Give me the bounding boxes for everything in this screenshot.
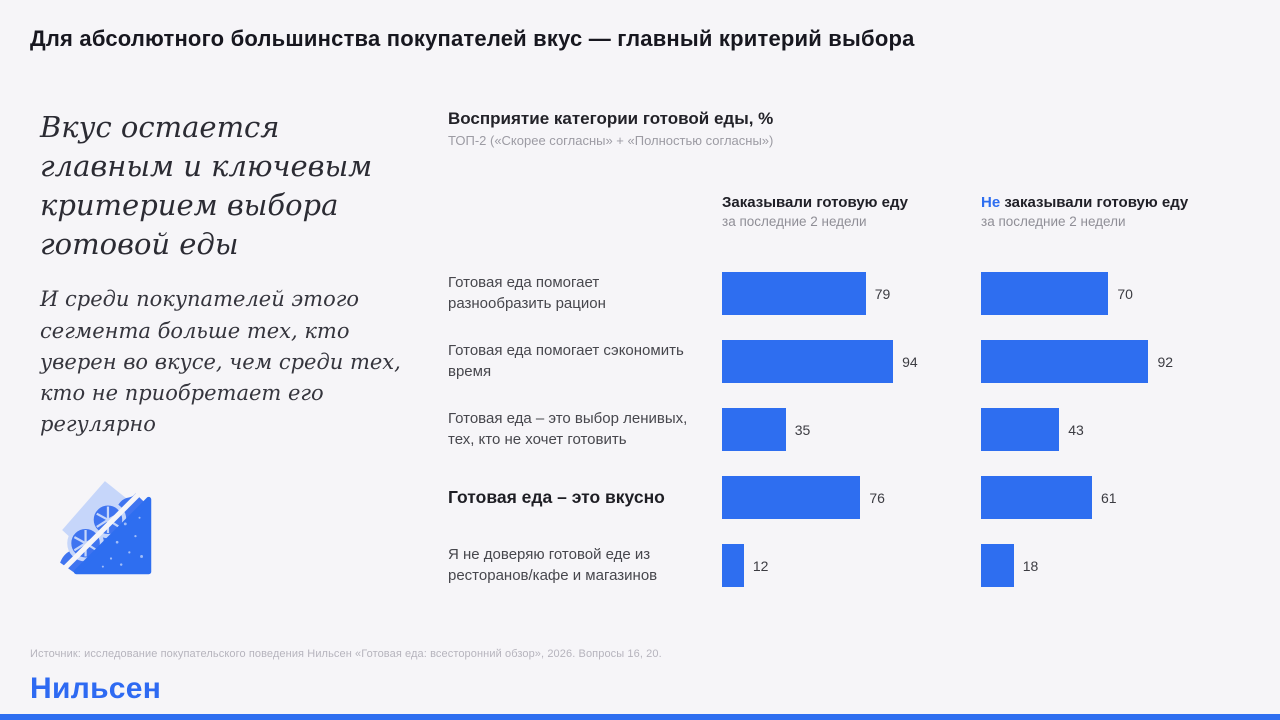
bar — [722, 272, 866, 315]
bar-value: 92 — [1157, 353, 1174, 370]
chart-subtitle: ТОП-2 («Скорее согласны» + «Полностью со… — [448, 133, 774, 148]
column-header-ordered: Заказывали готовую еду за последние 2 не… — [722, 194, 981, 247]
column-header-subtitle: за последние 2 недели — [722, 214, 867, 229]
bar-cell: 92 — [981, 340, 1250, 383]
ne-highlight: Не — [981, 194, 1001, 211]
bar-cell: 35 — [722, 408, 981, 451]
column-header-not-ordered: Не заказывали готовую еду за последние 2… — [981, 194, 1250, 247]
bar-value: 94 — [902, 353, 918, 370]
column-header-subtitle: за последние 2 недели — [981, 214, 1126, 229]
bar-chart: Заказывали готовую еду за последние 2 не… — [448, 194, 1250, 587]
sidebar-paragraph: И среди покупателей этого сегмента больш… — [40, 287, 401, 436]
page-title: Для абсолютного большинства покупателей … — [30, 26, 915, 51]
bar — [981, 544, 1014, 587]
chart-title: Восприятие категории готовой еды, % — [448, 109, 774, 128]
row-label: Я не доверяю готовой еде из ресторанов/к… — [448, 546, 658, 584]
sandwich-icon — [60, 480, 152, 575]
bar-cell: 18 — [981, 544, 1250, 587]
bar-cell: 94 — [722, 340, 981, 383]
bar — [981, 340, 1149, 383]
bar — [722, 340, 894, 383]
row-label-emphasized: Готовая еда – это вкусно — [448, 486, 665, 507]
bar-value: 35 — [794, 421, 811, 438]
bar-value: 18 — [1022, 557, 1039, 574]
bar — [722, 408, 786, 451]
bar-cell: 70 — [981, 272, 1250, 315]
bar-cell: 43 — [981, 408, 1250, 451]
bar — [981, 408, 1060, 451]
bar-value: 61 — [1101, 489, 1117, 506]
row-label: Готовая еда – это выбор ленивых, тех, кт… — [448, 410, 688, 448]
bar-value: 12 — [752, 557, 769, 574]
bar-value: 79 — [874, 285, 891, 302]
bottom-accent-bar — [0, 714, 1280, 720]
bar-cell: 61 — [981, 476, 1250, 519]
bar-cell: 79 — [722, 272, 981, 315]
row-label: Готовая еда помогает разнообразить рацио… — [448, 274, 606, 312]
column-header-title: Не заказывали готовую еду — [981, 194, 1189, 211]
bar — [981, 272, 1109, 315]
nielsen-logo: Нильсен — [30, 672, 162, 705]
row-label: Готовая еда помогает сэкономить время — [448, 342, 684, 380]
sidebar-heading: Вкус остается главным и ключевым критери… — [40, 110, 373, 261]
body: Вкус остается главным и ключевым критери… — [30, 52, 1250, 593]
source-note: Источник: исследование покупательского п… — [30, 648, 662, 660]
bar — [722, 476, 861, 519]
sandwich-speckles — [101, 516, 143, 568]
bar-value: 70 — [1117, 285, 1133, 302]
bar-cell: 76 — [722, 476, 981, 519]
bar — [722, 544, 744, 587]
sidebar: Вкус остается главным и ключевым критери… — [30, 52, 422, 593]
chart-panel: Восприятие категории готовой еды, % ТОП-… — [448, 52, 1250, 593]
bar-cell: 12 — [722, 544, 981, 587]
sandwich-cut-line — [60, 489, 144, 573]
bar-value: 43 — [1068, 421, 1084, 438]
bar — [981, 476, 1093, 519]
bar-value: 76 — [869, 489, 885, 506]
column-header-title: Заказывали готовую еду — [722, 194, 909, 211]
sandwich-front-bread — [73, 496, 152, 575]
